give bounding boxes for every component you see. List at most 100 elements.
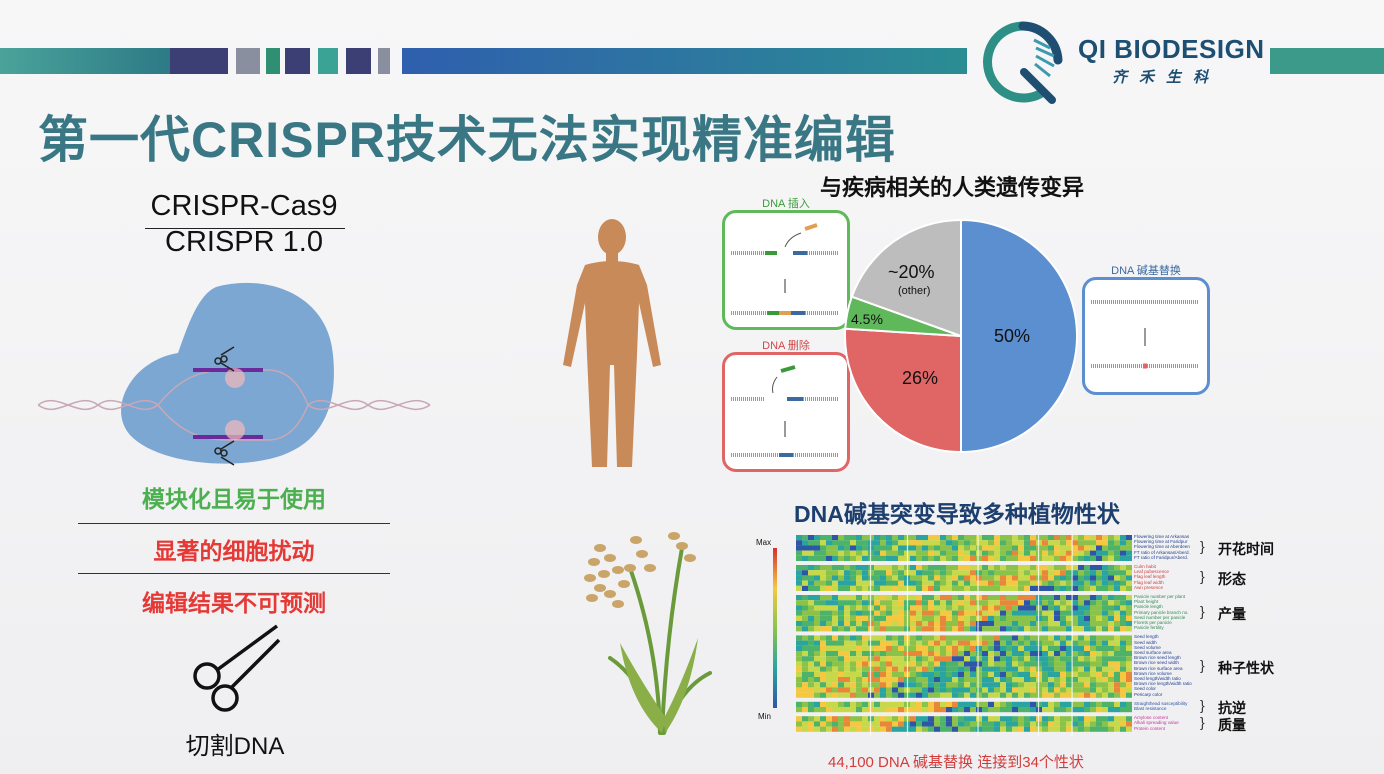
heatmap-cell [886, 610, 893, 616]
heatmap-cell [1114, 600, 1121, 606]
heatmap-cell [1036, 707, 1043, 713]
heatmap-cell [844, 640, 851, 646]
heatmap-cell [826, 626, 833, 632]
heatmap-separator [906, 535, 909, 736]
heatmap-cell [892, 600, 899, 606]
heatmap-cell [1024, 570, 1031, 576]
heatmap-cell [1090, 726, 1097, 732]
heatmap-cell [952, 605, 959, 611]
heatmap-cell [1090, 535, 1097, 541]
heatmap-cell [1078, 651, 1085, 657]
heatmap-cell [1036, 726, 1043, 732]
heatmap-cell [928, 626, 935, 632]
heatmap-cell [1078, 626, 1085, 632]
heatmap-cell [832, 682, 839, 688]
heatmap-cell [1084, 640, 1091, 646]
heatmap-cell [982, 610, 989, 616]
heatmap-cell [868, 570, 875, 576]
heatmap-cell [1000, 656, 1007, 662]
heatmap-cell [886, 726, 893, 732]
heatmap-cell [832, 701, 839, 707]
heatmap-cell [1084, 610, 1091, 616]
heatmap-cell [1126, 701, 1132, 707]
heatmap-cell [814, 545, 821, 551]
heatmap-cell [910, 682, 917, 688]
heatmap-cell [976, 580, 983, 586]
heatmap-cell [940, 605, 947, 611]
heatmap-cell [988, 595, 995, 601]
trait-row-label: Flowering time at Aberdeen [1134, 544, 1190, 550]
heatmap-cell [1108, 610, 1115, 616]
trait-row-label: Alkali spreading value [1134, 720, 1179, 726]
heatmap-cell [1114, 585, 1121, 591]
heatmap-cell [1060, 610, 1067, 616]
heatmap-cell [1108, 575, 1115, 581]
heatmap-cell [808, 626, 815, 632]
heatmap-cell [994, 605, 1001, 611]
heatmap-cell [1084, 621, 1091, 627]
heatmap-cell [820, 575, 827, 581]
heatmap-cell [922, 626, 929, 632]
heatmap-cell [808, 651, 815, 657]
heatmap-cell [1012, 550, 1019, 556]
trait-group-brace: } [1200, 538, 1205, 554]
heatmap-cell [976, 621, 983, 627]
heatmap-cell [1060, 621, 1067, 627]
heatmap-cell [1072, 621, 1079, 627]
heatmap-cell [814, 682, 821, 688]
heatmap-cell [976, 707, 983, 713]
trait-row-label: Seed length [1134, 634, 1159, 640]
heatmap-cell [1090, 707, 1097, 713]
heatmap-cell [1024, 555, 1031, 561]
heatmap-cell [802, 565, 809, 571]
heatmap-cell [1036, 565, 1043, 571]
heatmap-cell [1042, 671, 1049, 677]
heatmap-cell [862, 656, 869, 662]
heatmap-cell [826, 535, 833, 541]
heatmap-cell [844, 682, 851, 688]
dna-substitution-diagram [1091, 300, 1199, 369]
heatmap-cell [1102, 661, 1109, 667]
heatmap-cell [862, 726, 869, 732]
heatmap-cell [940, 687, 947, 693]
heatmap-cell [856, 645, 863, 651]
heatmap-cell [1120, 651, 1127, 657]
heatmap-cell [922, 565, 929, 571]
heatmap-cell [1054, 677, 1061, 683]
heatmap-cell [814, 635, 821, 641]
heatmap-cell [808, 677, 815, 683]
heatmap-cell [1042, 565, 1049, 571]
heatmap-cell [1024, 721, 1031, 727]
heatmap-cell [910, 651, 917, 657]
heatmap-cell [1042, 687, 1049, 693]
heatmap-cell [988, 661, 995, 667]
heatmap-cell [844, 580, 851, 586]
heatmap-cell [844, 671, 851, 677]
heatmap-cell [976, 640, 983, 646]
heatmap-cell [1066, 610, 1073, 616]
heatmap-cell [952, 575, 959, 581]
header-band-stripe [266, 48, 280, 74]
heatmap-cell [1126, 555, 1132, 561]
heatmap-cell [802, 615, 809, 621]
heatmap-cell [976, 635, 983, 641]
heatmap-cell [970, 570, 977, 576]
heatmap-cell [1108, 535, 1115, 541]
heatmap-cell [994, 687, 1001, 693]
heatmap-cell [1114, 726, 1121, 732]
heatmap-cell [802, 575, 809, 581]
heatmap-cell [796, 666, 803, 672]
heatmap-cell [1024, 615, 1031, 621]
header-band-stripe [378, 48, 390, 74]
heatmap-cell [832, 726, 839, 732]
heatmap-cell [946, 621, 953, 627]
heatmap-cell [1030, 540, 1037, 546]
heatmap-cell [1084, 671, 1091, 677]
heatmap-cell [1114, 535, 1121, 541]
scissors-icon [193, 624, 281, 712]
heatmap-cell [886, 626, 893, 632]
heatmap-cell [808, 682, 815, 688]
heatmap-cell [814, 666, 821, 672]
heatmap-cell [1102, 585, 1109, 591]
heatmap-cell [994, 580, 1001, 586]
